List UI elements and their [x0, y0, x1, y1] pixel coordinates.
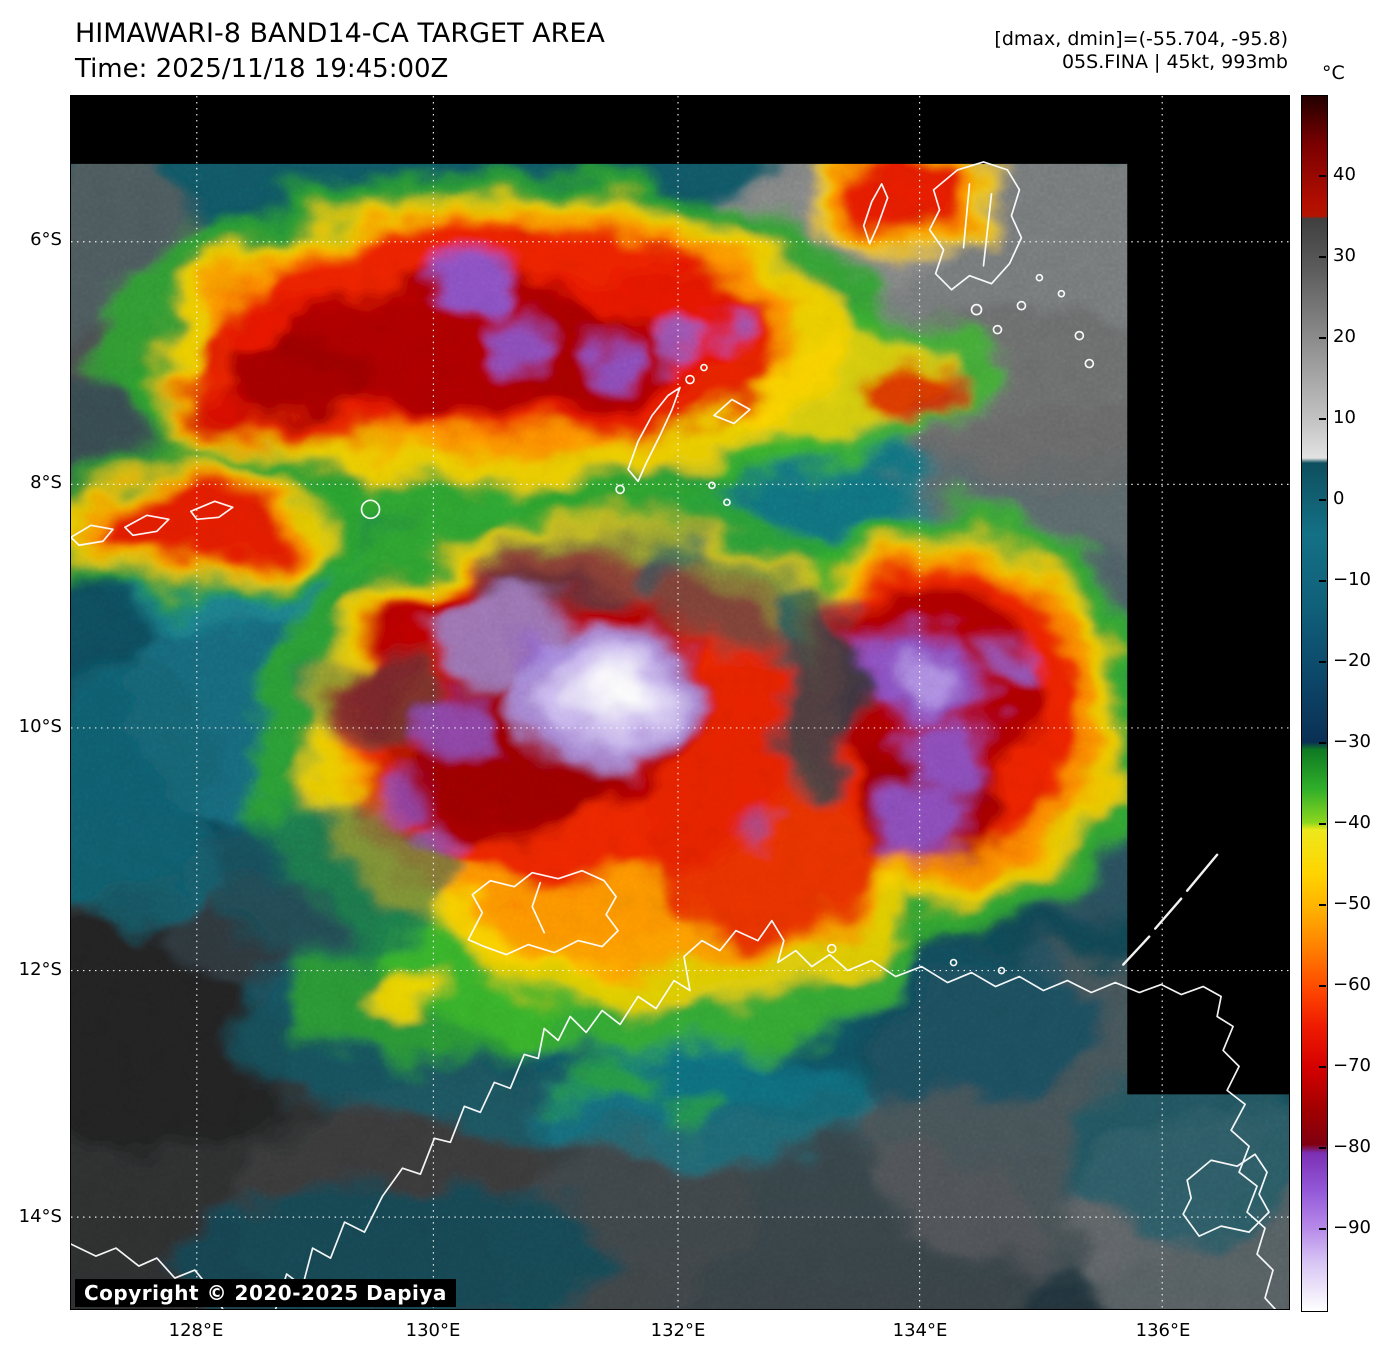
- lat-tick-label: 12°S: [18, 959, 62, 980]
- coastline-kei: [862, 183, 889, 245]
- coastline-tanimbar: [627, 386, 751, 483]
- lat-tick-label: 8°S: [30, 472, 62, 493]
- lon-tick-label: 130°E: [405, 1320, 461, 1341]
- colorbar-tick-label: −60: [1333, 974, 1371, 995]
- colorbar-tick-label: 40: [1333, 164, 1356, 185]
- coastline-groote-eylandt: [1182, 1153, 1270, 1237]
- colorbar-tick-mark: [1319, 985, 1326, 987]
- colorbar-tick-label: −50: [1333, 893, 1371, 914]
- colorbar-tick-label: −70: [1333, 1055, 1371, 1076]
- lon-tick-label: 136°E: [1135, 1320, 1191, 1341]
- page-title: HIMAWARI-8 BAND14-CA TARGET AREA: [75, 18, 605, 49]
- no-data-region: [71, 96, 1289, 1095]
- colorbar-tick-label: 10: [1333, 407, 1356, 428]
- colorbar-tick-mark: [1319, 1147, 1326, 1149]
- coastline-tiwi-islands: [467, 869, 619, 956]
- colorbar-tick-mark: [1319, 580, 1326, 582]
- colorbar-tick-label: −40: [1333, 812, 1371, 833]
- colorbar-tick-mark: [1319, 418, 1326, 420]
- colorbar-tick-mark: [1319, 1228, 1326, 1230]
- colorbar-tick-mark: [1319, 499, 1326, 501]
- coastline-timor-wetar: [71, 500, 234, 547]
- copyright-label: Copyright © 2020-2025 Dapiya: [75, 1279, 456, 1307]
- lat-tick-label: 14°S: [18, 1206, 62, 1227]
- dmax-dmin-label: [dmax, dmin]=(-55.704, -95.8): [994, 28, 1288, 50]
- lat-tick-label: 6°S: [30, 229, 62, 250]
- info-block: [dmax, dmin]=(-55.704, -95.8) 05S.FINA |…: [994, 28, 1288, 74]
- coastline-overlay: [71, 161, 1276, 1309]
- lon-tick-label: 134°E: [892, 1320, 948, 1341]
- colorbar-tick-mark: [1319, 256, 1326, 258]
- storm-info-label: 05S.FINA | 45kt, 993mb: [1061, 51, 1288, 73]
- coastline-wessel-islands: [1122, 853, 1219, 966]
- colorbar-tick-mark: [1319, 904, 1326, 906]
- colorbar-tick-label: 20: [1333, 326, 1356, 347]
- lon-tick-label: 128°E: [168, 1320, 224, 1341]
- colorbar-tick-mark: [1319, 661, 1326, 663]
- colorbar-tick-label: −80: [1333, 1136, 1371, 1157]
- grid-lines: [71, 96, 1289, 1309]
- colorbar-tick-label: 0: [1333, 488, 1345, 509]
- coastline-babar: [360, 499, 381, 520]
- lon-tick-label: 132°E: [650, 1320, 706, 1341]
- colorbar-tick-mark: [1319, 175, 1326, 177]
- lat-tick-label: 10°S: [18, 716, 62, 737]
- colorbar-tick-label: −90: [1333, 1217, 1371, 1238]
- colorbar-tick-label: −10: [1333, 569, 1371, 590]
- colorbar-tick-label: 30: [1333, 245, 1356, 266]
- satellite-map: Copyright © 2020-2025 Dapiya: [70, 95, 1290, 1310]
- colorbar-tick-mark: [1319, 1066, 1326, 1068]
- coastline-aru: [928, 161, 1023, 291]
- timestamp-label: Time: 2025/11/18 19:45:00Z: [75, 54, 449, 84]
- colorbar-tick-mark: [1319, 742, 1326, 744]
- colorbar-tick-label: −20: [1333, 650, 1371, 671]
- coastline-australia-mainland: [274, 919, 1276, 1309]
- colorbar-tick-mark: [1319, 823, 1326, 825]
- colorbar: [1301, 95, 1328, 1312]
- colorbar-tick-label: −30: [1333, 731, 1371, 752]
- colorbar-tick-mark: [1319, 337, 1326, 339]
- colorbar-unit-label: °C: [1322, 62, 1345, 84]
- cloud-texture-grain: [71, 96, 1289, 1309]
- satellite-imagery: [71, 96, 1289, 1309]
